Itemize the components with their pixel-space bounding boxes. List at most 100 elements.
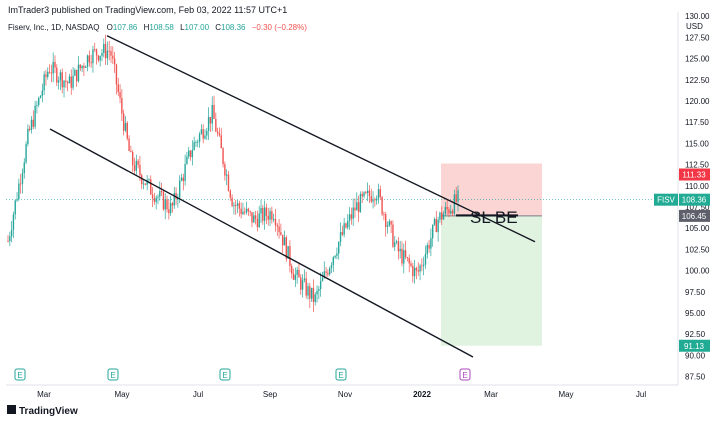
candle-body xyxy=(184,164,186,181)
candle-body xyxy=(361,194,363,197)
candle-body xyxy=(162,191,165,210)
x-tick-label: 2022 xyxy=(413,390,431,399)
candle-body xyxy=(233,205,235,207)
candle-body xyxy=(332,257,335,265)
candle-body xyxy=(276,225,278,227)
candle-body xyxy=(435,219,438,233)
candle-body xyxy=(25,144,27,163)
candle-body xyxy=(374,199,376,201)
candle-body xyxy=(198,133,201,142)
candle-body xyxy=(90,62,92,64)
candle-body xyxy=(303,278,306,281)
candle-body xyxy=(392,224,394,247)
earnings-marker-box xyxy=(107,368,119,381)
ohlc-open-label: O xyxy=(107,23,113,32)
candle-body xyxy=(209,117,212,124)
candle-body xyxy=(408,257,410,264)
candle-body xyxy=(59,72,62,81)
position-zones xyxy=(6,163,678,346)
candle-body xyxy=(450,211,452,214)
candle-body xyxy=(347,220,349,228)
candle-body xyxy=(72,75,74,88)
candle-body xyxy=(294,274,297,280)
change-value: −0.30 (−0.28%) xyxy=(252,23,307,32)
candle-body xyxy=(122,113,125,131)
candle-body xyxy=(285,237,288,259)
candle-body xyxy=(81,65,83,69)
channel-lower-line xyxy=(49,128,474,358)
price-tag-box xyxy=(679,339,710,352)
candle-body xyxy=(86,55,89,68)
candle-body xyxy=(401,248,403,264)
candle-body xyxy=(70,76,72,88)
candle-body xyxy=(97,55,100,61)
candle-body xyxy=(68,76,71,84)
candle-body xyxy=(106,50,109,59)
candle-body xyxy=(448,209,450,214)
candle-body xyxy=(121,98,123,114)
x-tick-label: Mar xyxy=(37,390,51,399)
candle-body xyxy=(153,198,156,202)
ohlc-low-value: 107.00 xyxy=(185,23,210,32)
candle-body xyxy=(292,273,295,280)
candle-body xyxy=(48,71,51,73)
candle-body xyxy=(319,281,322,290)
candle-body xyxy=(101,52,103,56)
price-tag-label: 91.13 xyxy=(684,342,705,351)
candle-body xyxy=(247,208,250,212)
candle-body xyxy=(338,242,340,254)
symbol-info: Fiserv, Inc., 1D, NASDAQ O107.86 H108.58… xyxy=(8,23,307,32)
candle-body xyxy=(74,69,76,76)
candle-body xyxy=(325,271,327,273)
candle-body xyxy=(330,264,333,269)
candle-body xyxy=(63,80,65,88)
candle-body xyxy=(146,179,148,185)
candle-body xyxy=(28,128,31,130)
candle-body xyxy=(298,269,300,278)
candle-body xyxy=(139,164,141,176)
x-tick-label: May xyxy=(114,390,129,399)
ohlc-low-label: L xyxy=(180,23,185,32)
candle-body xyxy=(38,98,40,105)
earnings-marker-box xyxy=(14,368,26,381)
candle-body xyxy=(204,135,206,139)
candle-body xyxy=(366,190,369,194)
price-tag-label: 111.33 xyxy=(682,171,706,180)
candle-body xyxy=(188,150,190,157)
candle-body xyxy=(113,58,116,65)
candle-body xyxy=(108,50,110,52)
candle-body xyxy=(437,219,439,233)
candle-body xyxy=(99,55,101,61)
candle-body xyxy=(141,175,143,185)
y-tick-label: 95.00 xyxy=(685,309,706,318)
candle-body xyxy=(296,269,298,275)
candle-body xyxy=(430,238,432,249)
candle-body xyxy=(415,267,418,271)
candle-body xyxy=(133,165,136,171)
candle-body xyxy=(386,225,389,227)
candle-body xyxy=(206,130,208,136)
candle-body xyxy=(207,117,210,131)
candle-body xyxy=(385,214,387,227)
candle-body xyxy=(47,71,49,77)
price-tag-label: 106.45 xyxy=(682,212,707,221)
candle-body xyxy=(75,69,78,82)
candle-body xyxy=(193,142,195,151)
candle-body xyxy=(110,51,112,56)
candle-body xyxy=(433,219,436,225)
candle-body xyxy=(245,208,248,213)
candle-body xyxy=(14,200,16,215)
tv-logo-mark xyxy=(7,405,16,414)
candle-body xyxy=(150,179,152,195)
ticker-tag-label: FISV xyxy=(657,196,675,205)
candle-body xyxy=(10,230,13,237)
candle-body xyxy=(388,221,391,226)
ohlc-open-value: 107.86 xyxy=(113,23,138,32)
candle-body xyxy=(354,207,356,211)
candle-body xyxy=(7,240,9,242)
candle-body xyxy=(272,218,275,220)
candle-body xyxy=(54,61,56,68)
candle-body xyxy=(394,242,396,247)
candle-body xyxy=(390,221,392,225)
x-tick-label: Sep xyxy=(263,390,278,399)
